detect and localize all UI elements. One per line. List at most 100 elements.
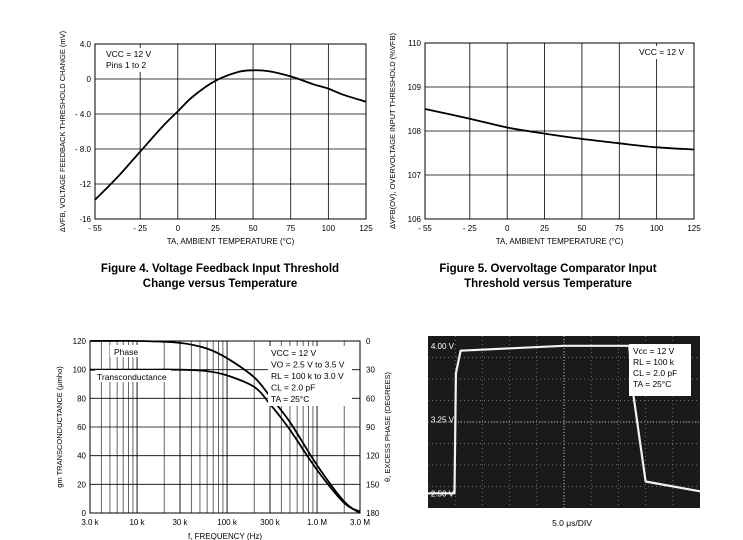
- x-tick-label: 75: [286, 224, 295, 233]
- legend-entry: VCC = 12 V: [106, 49, 151, 59]
- legend: VCC = 12 V VO = 2.5 V to 3.5 VRL = 100 k …: [268, 346, 352, 406]
- x-tick-label: 25: [540, 224, 549, 233]
- scope-trace: [428, 344, 701, 495]
- y-tick-label: 4.0: [80, 40, 92, 49]
- data-curve: [424, 108, 695, 151]
- plot-frame: [424, 42, 695, 220]
- x-axis-label: TA, AMBIENT TEMPERATURE (°C): [496, 237, 624, 246]
- gm-label-bg: [95, 370, 171, 382]
- legend-entry: VCC = 12 V: [271, 348, 316, 358]
- x-tick-label: 125: [359, 224, 373, 233]
- y-left-tick-label: 20: [77, 480, 86, 489]
- legend-entry: Vcc = 12 V: [633, 346, 675, 356]
- y-right-tick-label: 180: [366, 509, 380, 518]
- legend-bg: [629, 344, 691, 396]
- x-tick-label: 100: [650, 224, 664, 233]
- y-left-tick-label: 100: [73, 366, 87, 375]
- x-tick-label: - 25: [463, 224, 477, 233]
- legend-bg: [103, 48, 163, 72]
- voltage-label: 4.00 V: [431, 342, 455, 351]
- x-tick-label: 50: [577, 224, 586, 233]
- phase-label: Phase: [114, 347, 138, 357]
- x-tick-label: 3.0 M: [350, 518, 370, 527]
- y-right-tick-label: 120: [366, 452, 380, 461]
- y-tick-label: 109: [408, 83, 422, 92]
- y-tick-label: - 8.0: [75, 145, 92, 154]
- y-left-axis-label: gm TRANSCONDUCTANCE (μmho): [55, 366, 64, 488]
- legend-bg: [268, 346, 352, 406]
- y-tick-label: -16: [79, 215, 91, 224]
- legend: VCC = 12 V: [636, 46, 692, 59]
- voltage-label: 3.25 V: [431, 416, 455, 425]
- transconductance-label: Transconductance: [97, 372, 167, 382]
- figure-4-caption: Figure 4. Voltage Feedback Input Thresho…: [70, 262, 370, 292]
- x-tick-label: 30 k: [172, 518, 188, 527]
- y-axis-label: ΔVFB, VOLTAGE FEEDBACK THRESHOLD CHANGE …: [58, 30, 67, 232]
- transconductance-curve: [90, 368, 361, 513]
- legend-entry: VO = 2.5 V to 3.5 V: [271, 360, 345, 370]
- x-tick-label: 1.0 M: [307, 518, 327, 527]
- y-left-tick-label: 80: [77, 394, 86, 403]
- legend-entry: Pins 1 to 2: [106, 60, 146, 70]
- y-tick-label: 106: [408, 215, 422, 224]
- figure-5-caption-line2: Threshold versus Temperature: [464, 278, 632, 290]
- legend-entry: TA = 25°C: [271, 394, 309, 404]
- legend-entry: TA = 25°C: [633, 379, 671, 389]
- y-right-tick-label: 30: [366, 366, 375, 375]
- y-left-tick-label: 60: [77, 423, 86, 432]
- x-tick-label: 50: [249, 224, 258, 233]
- legend-entry: CL = 2.0 pF: [633, 368, 677, 378]
- figure-5-caption: Figure 5. Overvoltage Comparator Input T…: [398, 262, 698, 292]
- phase-curve: [89, 339, 361, 514]
- x-tick-label: 0: [505, 224, 510, 233]
- x-tick-label: - 25: [133, 224, 147, 233]
- legend-entry: RL = 100 k to 3.0 V: [271, 371, 344, 381]
- plot-frame: [94, 43, 367, 220]
- legend-bg: [636, 46, 692, 59]
- y-left-tick-label: 120: [73, 337, 87, 346]
- legend-entry: VCC = 12 V: [639, 47, 684, 57]
- x-tick-label: 300 k: [260, 518, 281, 527]
- x-tick-label: 125: [687, 224, 701, 233]
- time-division-label: 5.0 μs/DIV: [552, 518, 592, 528]
- y-tick-label: 0: [87, 75, 92, 84]
- figure-5-caption-line1: Figure 5. Overvoltage Comparator Input: [439, 263, 657, 275]
- y-tick-label: 108: [408, 127, 422, 136]
- x-tick-label: 3.0 k: [81, 518, 99, 527]
- chart-transconductance: 3.0 k 10 k 30 k 100 k 300 k 1.0 M 3.0 M 120 100 8…: [55, 337, 392, 540]
- y-tick-label: 110: [408, 39, 421, 48]
- x-axis-label: f, FREQUENCY (Hz): [188, 532, 262, 540]
- y-right-tick-label: 0: [366, 337, 371, 346]
- x-tick-label: 75: [615, 224, 624, 233]
- y-tick-label: -12: [79, 180, 91, 189]
- legend-entry: RL = 100 k: [633, 357, 675, 367]
- plot-frame: [89, 340, 361, 514]
- x-tick-label: - 55: [88, 224, 102, 233]
- y-left-tick-label: 40: [77, 452, 86, 461]
- phase-label-bg: [110, 345, 142, 357]
- x-tick-label: - 55: [418, 224, 432, 233]
- figure-4-caption-line1: Figure 4. Voltage Feedback Input Thresho…: [100, 263, 340, 275]
- x-tick-label: 25: [211, 224, 220, 233]
- y-left-tick-label: 0: [82, 509, 87, 518]
- y-tick-label: - 4.0: [75, 110, 92, 119]
- chart-1: - 55 - 25 0 25 50 75 100 125 4.0 0 - 4.0 - 8.0 -12 -1…: [58, 30, 373, 246]
- y-axis-label: ΔVFB(OV), OVERVOLTAGE INPUT THRESHOLD (%…: [388, 32, 397, 229]
- chart-scope: 4.00 V 3.25 V 2.50 V Vcc = 12 VRL = 100 kCL…: [428, 336, 701, 528]
- x-tick-label: 0: [176, 224, 181, 233]
- x-axis-label: TA, AMBIENT TEMPERATURE (°C): [167, 237, 295, 246]
- y-right-tick-label: 150: [366, 480, 380, 489]
- y-tick-label: 107: [408, 171, 422, 180]
- y-right-tick-label: 60: [366, 394, 375, 403]
- x-tick-label: 10 k: [129, 518, 145, 527]
- voltage-label: 2.50 V: [431, 489, 455, 498]
- chart-2: - 55 - 25 0 25 50 75 100 125 110 109 108 107 106 TA, …: [388, 32, 701, 246]
- y-right-axis-label: θ, EXCESS PHASE (DEGREES): [383, 371, 392, 482]
- x-tick-label: 100 k: [217, 518, 238, 527]
- figure-4-caption-line2: Change versus Temperature: [142, 278, 298, 290]
- x-tick-label: 100: [322, 224, 336, 233]
- legend-entry: CL = 2.0 pF: [271, 383, 315, 393]
